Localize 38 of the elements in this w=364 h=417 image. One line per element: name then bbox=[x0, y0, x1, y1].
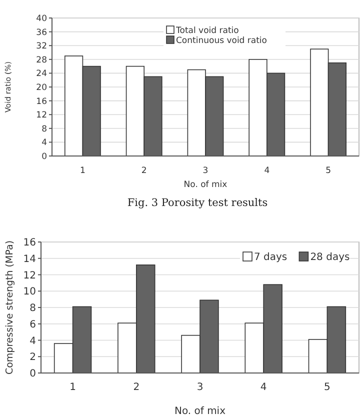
y-axis-title: Compressive strength (MPa) bbox=[4, 240, 16, 375]
x-tick-label: 3 bbox=[196, 382, 204, 393]
y-tick-label: 10 bbox=[23, 286, 36, 298]
y-tick-label: 12 bbox=[23, 270, 36, 282]
y-tick-label: 28 bbox=[36, 55, 47, 66]
caption: Fig. 3 Porosity test results bbox=[127, 197, 268, 209]
y-tick-label: 14 bbox=[23, 254, 36, 265]
x-tick-label: 4 bbox=[260, 382, 267, 393]
y-tick-label: 4 bbox=[30, 336, 36, 347]
x-tick-label: 1 bbox=[80, 166, 86, 176]
y-tick-label: 0 bbox=[42, 152, 47, 162]
y-tick-label: 0 bbox=[30, 368, 36, 380]
legend-label: Total void ratio bbox=[175, 26, 239, 36]
y-tick-label: 4 bbox=[42, 138, 47, 148]
y-tick-label: 12 bbox=[36, 110, 47, 121]
legend-label: Continuous void ratio bbox=[176, 36, 267, 46]
x-axis-title: No. of mix bbox=[174, 406, 226, 417]
y-tick-label: 2 bbox=[30, 352, 36, 364]
y-tick-label: 20 bbox=[36, 82, 47, 93]
x-tick-label: 3 bbox=[202, 166, 208, 176]
x-tick-label: 2 bbox=[133, 382, 140, 393]
y-tick-label: 16 bbox=[23, 238, 36, 248]
x-tick-label: 5 bbox=[326, 166, 332, 176]
y-tick-label: 8 bbox=[42, 124, 47, 134]
x-tick-label: 2 bbox=[141, 166, 147, 176]
x-axis-title: No. of mix bbox=[184, 180, 228, 190]
legend-label: 7 days bbox=[254, 252, 288, 263]
y-tick-label: 32 bbox=[36, 42, 47, 52]
y-tick-label: 24 bbox=[36, 69, 47, 80]
y-tick-label: 40 bbox=[36, 14, 47, 24]
x-tick-label: 4 bbox=[264, 166, 270, 176]
x-tick-label: 1 bbox=[70, 382, 76, 393]
x-tick-label: 5 bbox=[324, 382, 330, 393]
y-tick-label: 6 bbox=[30, 319, 36, 330]
y-tick-label: 16 bbox=[36, 96, 47, 107]
legend-label: 28 days bbox=[310, 252, 350, 263]
y-tick-label: 36 bbox=[36, 28, 47, 38]
y-tick-label: 8 bbox=[30, 303, 36, 314]
